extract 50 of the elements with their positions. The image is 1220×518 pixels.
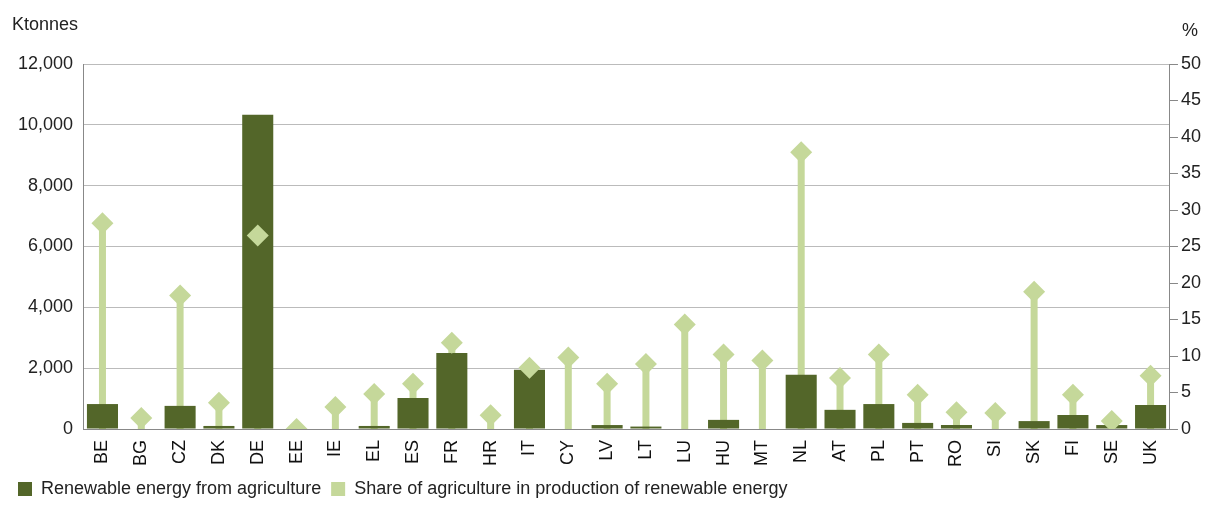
y2-tick-label: 15 bbox=[1180, 308, 1202, 329]
y-tick-label: 2,000 bbox=[28, 357, 74, 378]
y-tick-label: 10,000 bbox=[17, 113, 74, 134]
y-tick-label: 12,000 bbox=[17, 52, 74, 73]
x-tick-label: PL bbox=[867, 440, 888, 463]
y2-tick-label: 50 bbox=[1180, 52, 1202, 73]
legend-label: Share of agriculture in production of renewable energy bbox=[354, 477, 788, 498]
x-tick-label: LU bbox=[673, 440, 694, 464]
y2-tick-label: 45 bbox=[1180, 89, 1202, 110]
x-tick-label: FI bbox=[1061, 440, 1082, 456]
x-tick-label: FR bbox=[440, 440, 461, 464]
x-tick-label: LT bbox=[634, 440, 655, 460]
x-tick-label: SE bbox=[1100, 440, 1121, 465]
x-tick-label: EL bbox=[363, 440, 384, 463]
legend-label: Renewable energy from agriculture bbox=[41, 477, 322, 498]
x-tick-label: UK bbox=[1139, 440, 1160, 466]
x-tick-label: SI bbox=[984, 440, 1005, 458]
x-tick-label: DK bbox=[207, 440, 228, 466]
x-tick-label: CZ bbox=[169, 440, 190, 464]
x-tick-label: ES bbox=[401, 440, 422, 465]
y2-tick-label: 20 bbox=[1180, 271, 1202, 292]
x-tick-label: IT bbox=[518, 440, 539, 456]
y2-tick-label: 35 bbox=[1180, 162, 1202, 183]
x-tick-label: RO bbox=[945, 440, 966, 467]
y2-axis-title: % bbox=[1181, 19, 1198, 40]
x-tick-label: CY bbox=[557, 440, 578, 466]
y-tick-label: 6,000 bbox=[28, 235, 74, 256]
x-tick-label: HR bbox=[479, 440, 500, 466]
x-tick-label: SK bbox=[1023, 440, 1044, 465]
y2-tick-label: 0 bbox=[1180, 417, 1191, 438]
x-tick-label: BE bbox=[91, 440, 112, 465]
x-tick-label: HU bbox=[712, 440, 733, 466]
x-tick-label: DE bbox=[246, 440, 267, 466]
y-tick-label: 0 bbox=[63, 417, 74, 438]
y-tick-label: 4,000 bbox=[28, 296, 74, 317]
x-tick-label: LV bbox=[596, 440, 617, 461]
y2-tick-label: 25 bbox=[1180, 235, 1202, 256]
x-tick-label: NL bbox=[790, 440, 811, 464]
x-tick-label: AT bbox=[828, 440, 849, 462]
x-tick-label: MT bbox=[751, 440, 772, 466]
x-tick-label: PT bbox=[906, 440, 927, 464]
y2-tick-label: 5 bbox=[1180, 381, 1191, 402]
y2-tick-label: 40 bbox=[1180, 125, 1202, 146]
y2-tick-label: 30 bbox=[1180, 198, 1202, 219]
y-axis-title: Ktonnes bbox=[12, 13, 79, 34]
y-tick-label: 8,000 bbox=[28, 174, 74, 195]
x-tick-label: IE bbox=[324, 440, 345, 458]
y2-tick-label: 10 bbox=[1180, 344, 1202, 365]
x-tick-label: BG bbox=[130, 440, 151, 467]
x-tick-label: EE bbox=[285, 440, 306, 465]
